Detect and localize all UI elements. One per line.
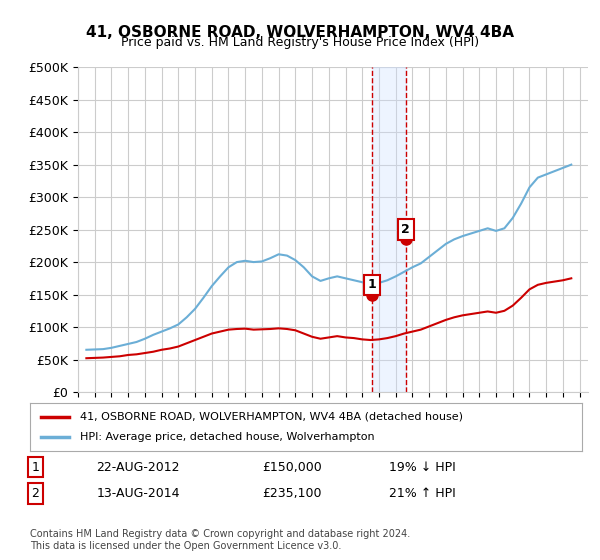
Bar bbox=[372, 67, 406, 392]
Text: 19% ↓ HPI: 19% ↓ HPI bbox=[389, 461, 455, 474]
Text: 1: 1 bbox=[32, 461, 40, 474]
Text: 21% ↑ HPI: 21% ↑ HPI bbox=[389, 487, 455, 500]
Text: 1: 1 bbox=[368, 278, 377, 291]
Text: Price paid vs. HM Land Registry's House Price Index (HPI): Price paid vs. HM Land Registry's House … bbox=[121, 36, 479, 49]
Text: Contains HM Land Registry data © Crown copyright and database right 2024.
This d: Contains HM Land Registry data © Crown c… bbox=[30, 529, 410, 551]
Text: £235,100: £235,100 bbox=[262, 487, 322, 500]
Text: 22-AUG-2012: 22-AUG-2012 bbox=[96, 461, 180, 474]
Text: 41, OSBORNE ROAD, WOLVERHAMPTON, WV4 4BA (detached house): 41, OSBORNE ROAD, WOLVERHAMPTON, WV4 4BA… bbox=[80, 412, 463, 422]
Text: £150,000: £150,000 bbox=[262, 461, 322, 474]
Text: HPI: Average price, detached house, Wolverhampton: HPI: Average price, detached house, Wolv… bbox=[80, 432, 374, 442]
Text: 41, OSBORNE ROAD, WOLVERHAMPTON, WV4 4BA: 41, OSBORNE ROAD, WOLVERHAMPTON, WV4 4BA bbox=[86, 25, 514, 40]
Text: 13-AUG-2014: 13-AUG-2014 bbox=[96, 487, 180, 500]
Text: 2: 2 bbox=[32, 487, 40, 500]
Text: 2: 2 bbox=[401, 223, 410, 236]
